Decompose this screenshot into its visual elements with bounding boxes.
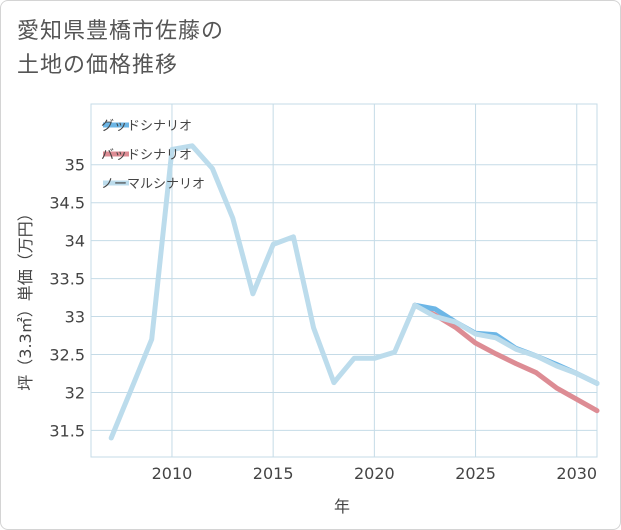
x-axis-title: 年	[334, 497, 350, 516]
plot-area	[90, 103, 598, 458]
y-axis-title: 坪（3.3㎡）単価（万円）	[16, 205, 35, 390]
series-lines	[108, 143, 600, 441]
x-tick-label: 2025	[455, 464, 496, 483]
y-tick-label: 34	[65, 232, 85, 251]
y-tick-label: 33.5	[49, 270, 85, 289]
chart-title-line-2: 土地の価格推移	[17, 53, 179, 78]
y-tick-label: 35	[65, 156, 85, 175]
y-tick-label: 33	[65, 308, 85, 327]
legend-label: バッドシナリオ	[101, 148, 192, 163]
x-tick-label: 2015	[253, 464, 294, 483]
chart-title: 愛知県豊橋市佐藤の 土地の価格推移	[17, 15, 437, 83]
axes: 31.5 32 32.5 33 33.5 34 34.5 35 2010 2015 2020 2025…	[49, 156, 597, 483]
y-tick-label: 34.5	[49, 194, 85, 213]
x-tick-label: 2020	[354, 464, 395, 483]
x-tick-label: 2030	[556, 464, 597, 483]
legend-label: ノーマルシナリオ	[101, 177, 205, 192]
legend-label: グッドシナリオ	[101, 119, 192, 134]
y-tick-label: 31.5	[49, 421, 85, 440]
y-tick-label: 32	[65, 383, 85, 402]
y-tick-label: 32.5	[49, 346, 85, 365]
series-line-2	[108, 143, 600, 441]
chart-title-line-1: 愛知県豊橋市佐藤の	[17, 19, 225, 44]
x-tick-label: 2010	[152, 464, 193, 483]
